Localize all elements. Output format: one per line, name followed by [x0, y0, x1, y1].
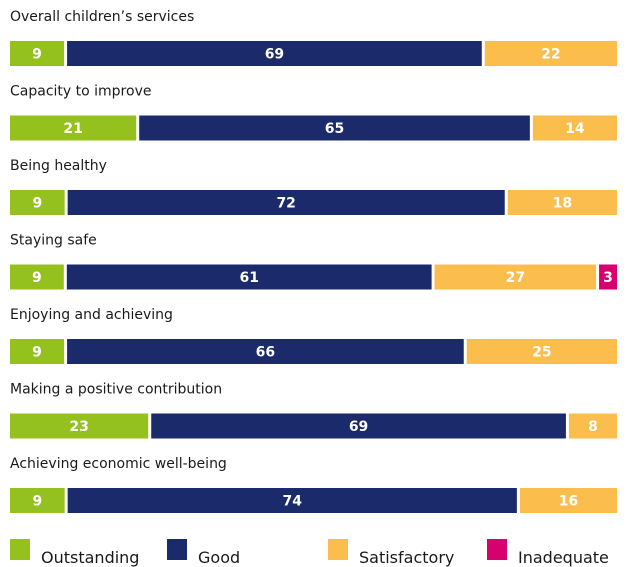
- bar-segment-being-healthy-good: [67, 190, 505, 215]
- bar-segment-making-a-positive-contribution-satisfactory: [568, 413, 617, 439]
- data-label-staying-safe-outstanding: 9: [32, 270, 42, 286]
- legend-label-inadequate: Inadequate: [518, 548, 609, 567]
- legend-swatch-outstanding: [10, 539, 30, 560]
- legend-swatch-inadequate: [487, 539, 507, 560]
- data-label-overall-children-s-services-good: 69: [265, 47, 284, 63]
- data-label-capacity-to-improve-good: 65: [325, 121, 344, 137]
- legend-label-good: Good: [198, 548, 240, 567]
- legend: Outstanding Good Satisfactory Inadequate: [10, 539, 609, 567]
- bar-segment-overall-children-s-services-outstanding: [10, 41, 65, 66]
- data-label-enjoying-and-achieving-outstanding: 9: [32, 345, 42, 361]
- data-label-making-a-positive-contribution-outstanding: 23: [69, 419, 88, 435]
- data-label-making-a-positive-contribution-satisfactory: 8: [588, 419, 598, 435]
- category-label-achieving-economic-well-being: Achieving economic well-being: [10, 456, 227, 472]
- data-label-staying-safe-good: 61: [239, 270, 258, 286]
- bar-segment-enjoying-and-achieving-outstanding: [10, 339, 65, 364]
- bar-segment-enjoying-and-achieving-satisfactory: [466, 339, 617, 364]
- data-label-capacity-to-improve-satisfactory: 14: [565, 121, 585, 137]
- data-label-overall-children-s-services-outstanding: 9: [32, 47, 42, 63]
- bar-segment-capacity-to-improve-satisfactory: [532, 115, 617, 141]
- bar-segment-capacity-to-improve-good: [139, 115, 530, 141]
- bar-segment-overall-children-s-services-good: [67, 41, 482, 66]
- bar-segment-overall-children-s-services-satisfactory: [484, 41, 617, 66]
- bar-segment-enjoying-and-achieving-good: [67, 339, 464, 364]
- data-label-being-healthy-good: 72: [276, 196, 295, 212]
- category-label-capacity-to-improve: Capacity to improve: [10, 84, 151, 100]
- data-label-staying-safe-satisfactory: 27: [506, 270, 525, 286]
- bar-segment-making-a-positive-contribution-outstanding: [10, 413, 149, 439]
- data-label-capacity-to-improve-outstanding: 21: [63, 121, 82, 137]
- category-label-staying-safe: Staying safe: [10, 233, 97, 249]
- category-label-overall-children-s-services: Overall children’s services: [10, 9, 194, 25]
- bar-segment-being-healthy-outstanding: [10, 190, 65, 215]
- category-label-making-a-positive-contribution: Making a positive contribution: [10, 382, 222, 398]
- data-label-staying-safe-inadequate: 3: [603, 270, 613, 286]
- data-label-achieving-economic-well-being-satisfactory: 16: [559, 494, 578, 510]
- bar-segment-being-healthy-satisfactory: [507, 190, 617, 215]
- category-label-enjoying-and-achieving: Enjoying and achieving: [10, 307, 173, 323]
- data-label-achieving-economic-well-being-good: 74: [283, 494, 303, 510]
- data-label-being-healthy-outstanding: 9: [32, 196, 42, 212]
- category-label-being-healthy: Being healthy: [10, 158, 107, 174]
- bar-segment-staying-safe-outstanding: [10, 264, 64, 290]
- legend-label-satisfactory: Satisfactory: [359, 548, 454, 567]
- bars-layer: Overall children’s services 9 69 22 Capacity…: [10, 9, 617, 513]
- bar-segment-achieving-economic-well-being-good: [67, 488, 517, 513]
- data-label-enjoying-and-achieving-satisfactory: 25: [532, 345, 551, 361]
- data-label-achieving-economic-well-being-outstanding: 9: [32, 494, 42, 510]
- data-label-making-a-positive-contribution-good: 69: [349, 419, 368, 435]
- data-label-enjoying-and-achieving-good: 66: [256, 345, 275, 361]
- bar-segment-capacity-to-improve-outstanding: [10, 115, 137, 141]
- bar-segment-making-a-positive-contribution-good: [151, 413, 566, 439]
- bar-segment-staying-safe-inadequate: [599, 264, 617, 290]
- bar-segment-staying-safe-satisfactory: [434, 264, 597, 290]
- data-label-being-healthy-satisfactory: 18: [553, 196, 572, 212]
- bar-segment-achieving-economic-well-being-satisfactory: [519, 488, 617, 513]
- legend-swatch-good: [167, 539, 187, 560]
- legend-swatch-satisfactory: [328, 539, 348, 560]
- data-label-overall-children-s-services-satisfactory: 22: [541, 47, 560, 63]
- bar-segment-achieving-economic-well-being-outstanding: [10, 488, 65, 513]
- legend-label-outstanding: Outstanding: [41, 548, 139, 567]
- bar-segment-staying-safe-good: [66, 264, 432, 290]
